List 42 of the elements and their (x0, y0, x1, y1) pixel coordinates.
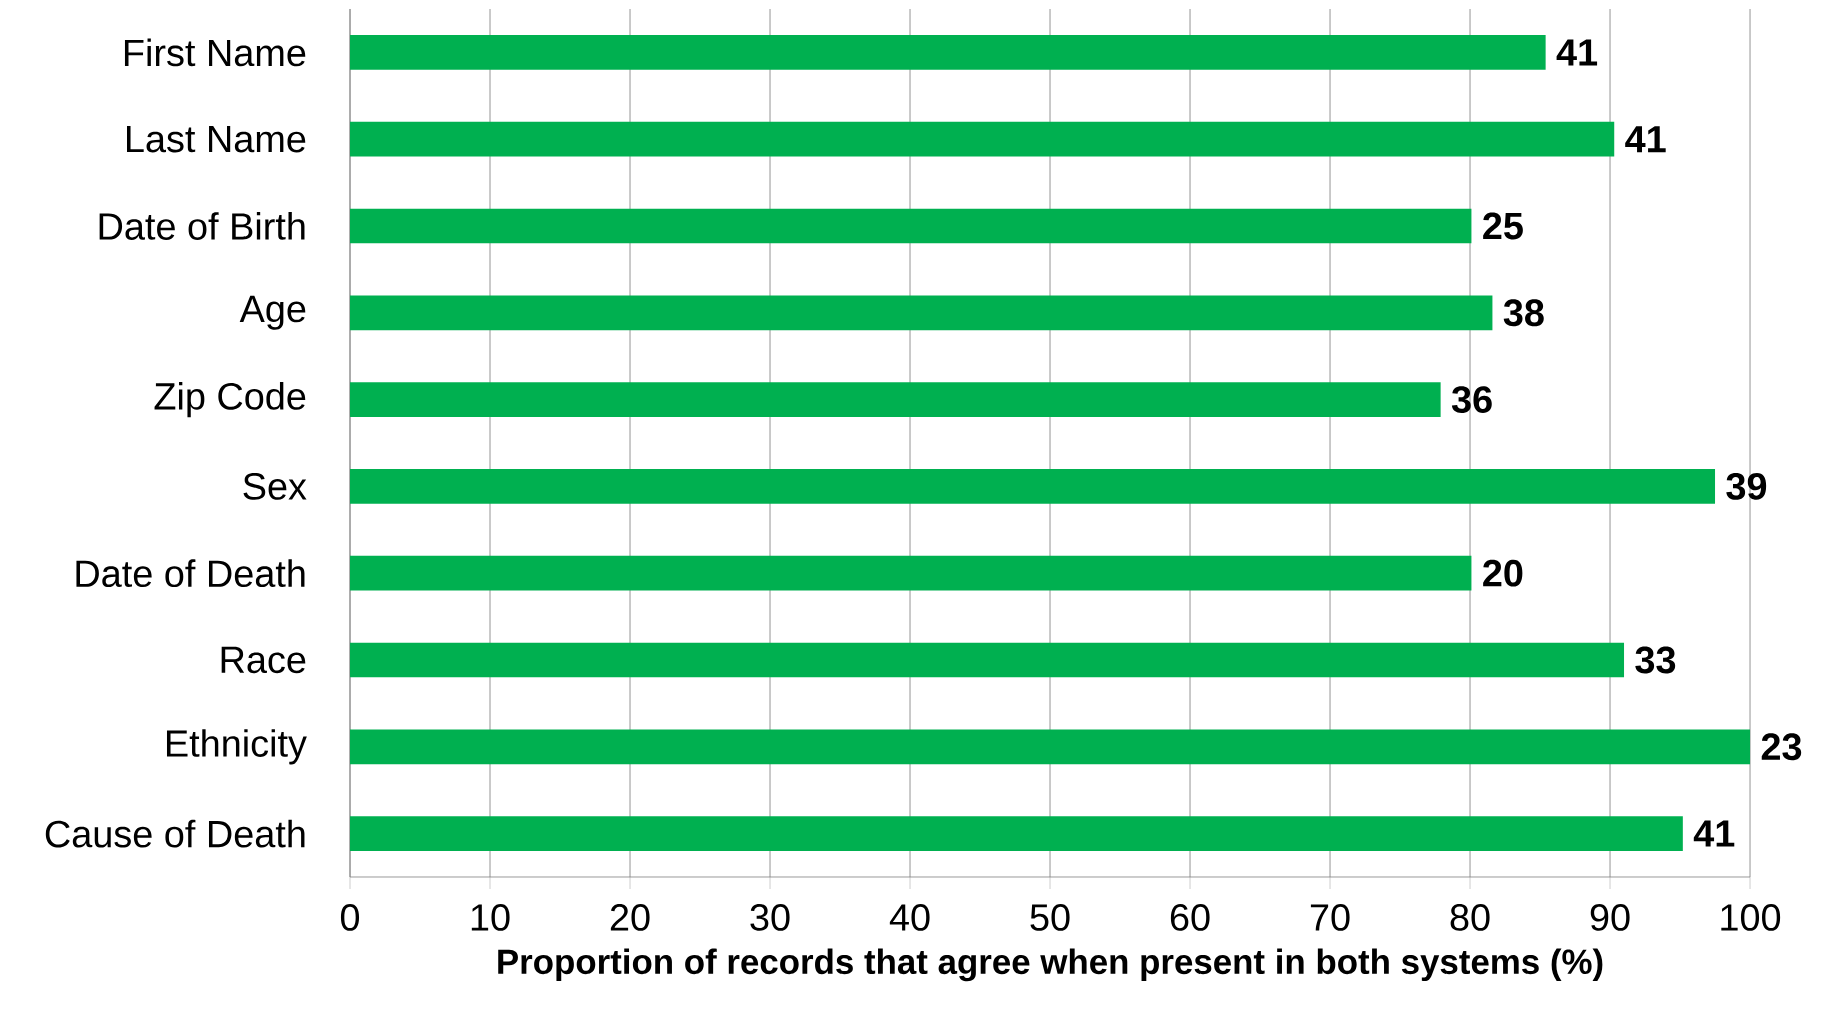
x-tick-label: 10 (471, 904, 510, 931)
x-tick-label: 40 (889, 904, 930, 931)
bar (350, 469, 1716, 504)
bar (350, 642, 1625, 678)
bar (350, 35, 1546, 70)
x-tick-label: 60 (1170, 904, 1210, 931)
bar (350, 295, 1493, 331)
annotation: 25 (1483, 212, 1523, 240)
x-axis-title: Proportion of records that agree when present in both systems (%) (498, 948, 1603, 982)
annotation: 41 (1693, 820, 1735, 847)
y-tick-label: Date of Birth (99, 212, 305, 240)
x-tick-label: 100 (1721, 904, 1781, 931)
annotation: 23 (1761, 733, 1802, 761)
annotation: 20 (1483, 559, 1523, 587)
bar (350, 208, 1472, 244)
x-tick-label: 20 (610, 904, 650, 931)
x-tick-label: 50 (1030, 904, 1070, 931)
annotation: 33 (1635, 646, 1676, 674)
y-tick-label: Last Name (127, 126, 306, 153)
annotation: 39 (1726, 472, 1767, 500)
bar (350, 382, 1441, 417)
y-tick-label: Sex (243, 472, 307, 500)
y-tick-label: Zip Code (154, 381, 306, 418)
x-tick-label: 70 (1310, 904, 1350, 931)
annotation: 38 (1503, 299, 1544, 327)
bar (350, 816, 1683, 851)
annotation: 41 (1556, 39, 1598, 66)
bar (350, 121, 1615, 157)
y-tick-label: Race (221, 646, 306, 674)
x-tick-label: 80 (1450, 904, 1490, 931)
bar (350, 729, 1751, 765)
x-tick-label: 30 (750, 904, 790, 931)
y-tick-label: Ethnicity (166, 729, 307, 765)
y-tick-label: Date of Death (76, 559, 305, 588)
bar (350, 555, 1472, 591)
y-tick-label: Age (239, 295, 306, 330)
y-tick-label: Cause of Death (45, 819, 305, 848)
y-tick-label: First Name (124, 38, 306, 67)
x-tick-label: 90 (1590, 904, 1630, 931)
annotation: 41 (1625, 126, 1666, 153)
annotation: 36 (1451, 386, 1492, 414)
x-tick-label: 0 (340, 904, 360, 931)
